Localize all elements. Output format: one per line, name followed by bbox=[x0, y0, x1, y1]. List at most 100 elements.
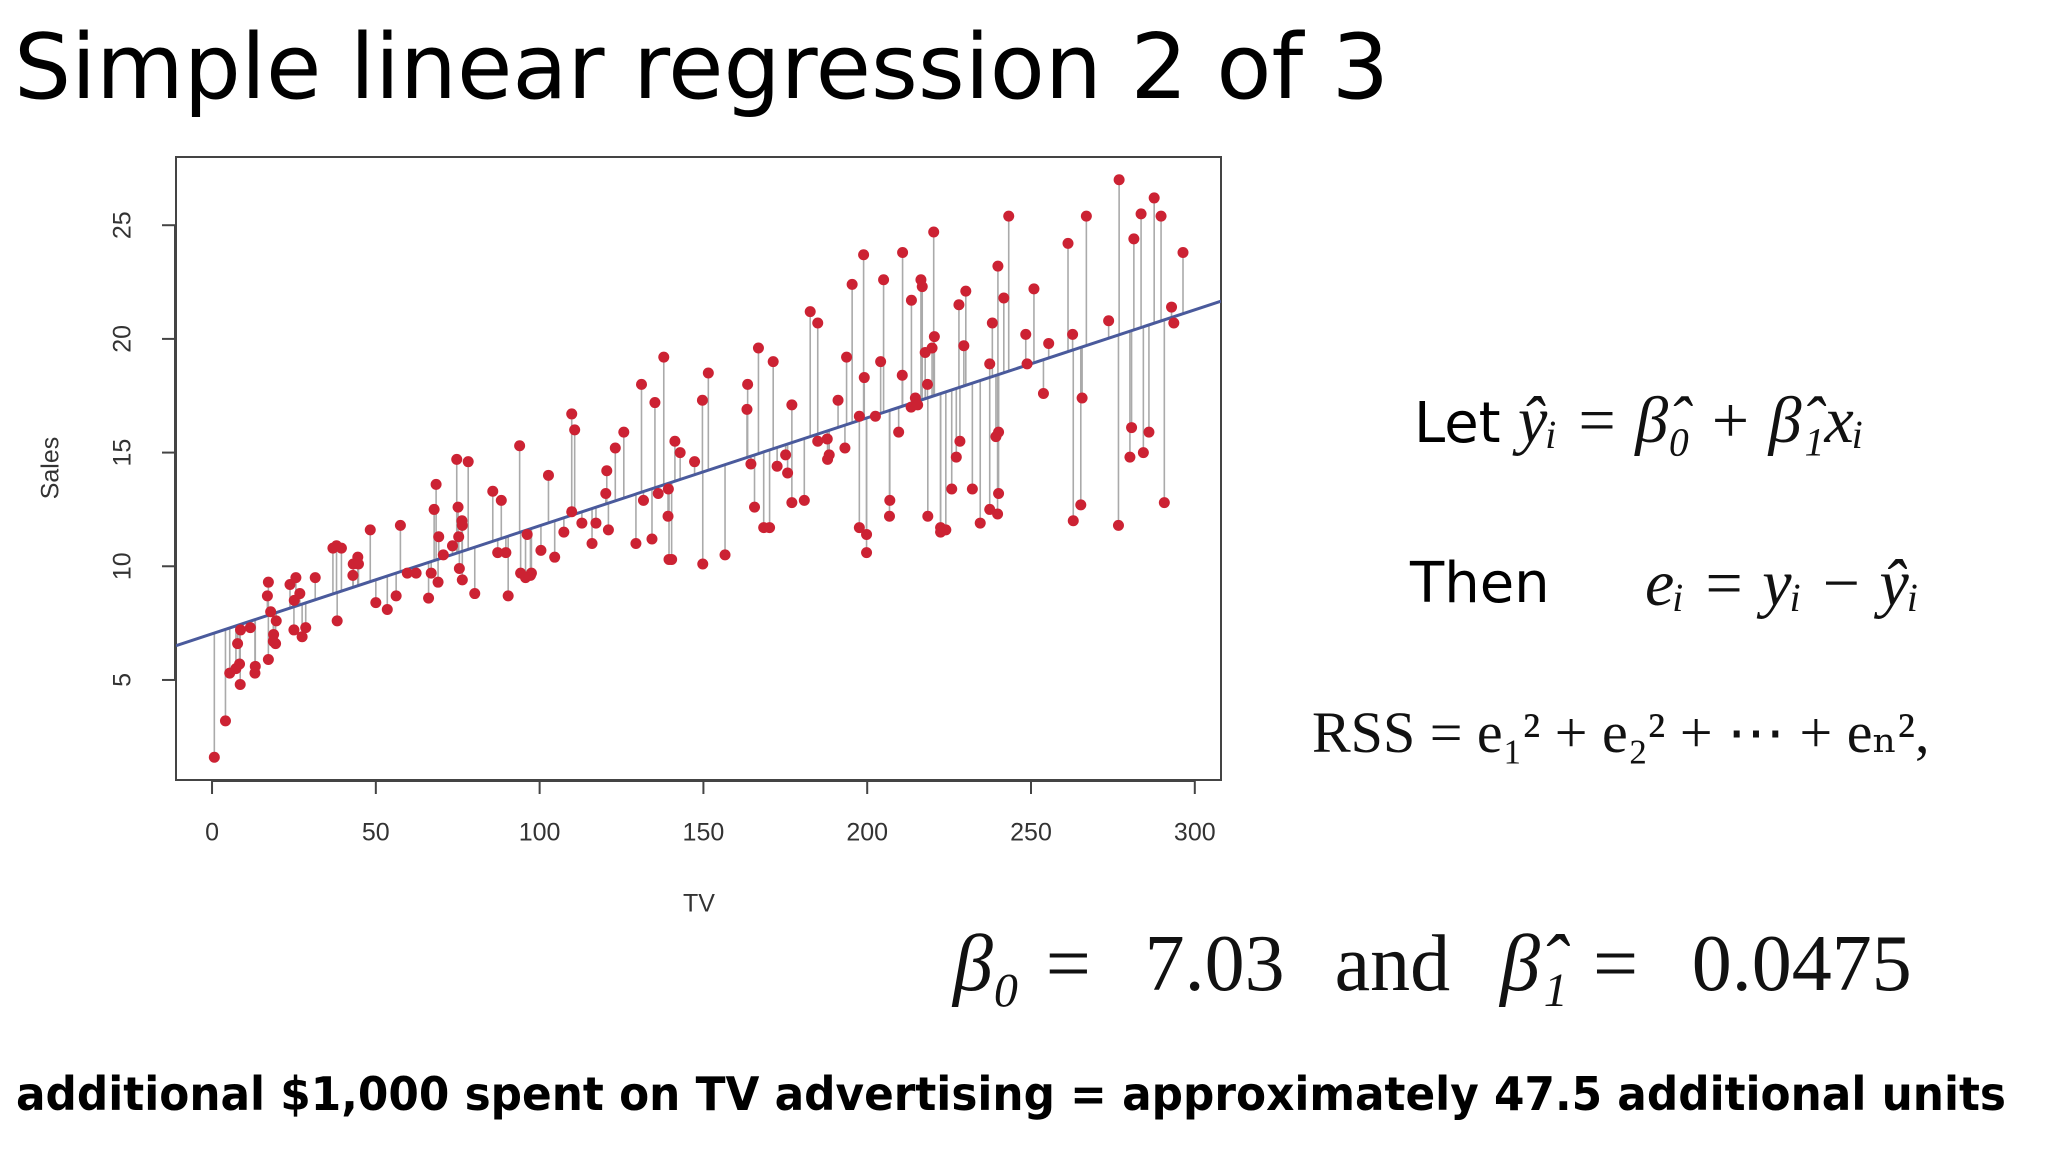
data-point bbox=[782, 467, 794, 479]
data-point bbox=[998, 292, 1010, 304]
data-point bbox=[270, 615, 282, 627]
y-tick-label: 5 bbox=[109, 673, 137, 687]
data-point bbox=[515, 567, 527, 579]
data-point bbox=[609, 442, 621, 454]
data-point bbox=[1113, 174, 1125, 186]
data-point bbox=[586, 538, 598, 550]
data-point bbox=[1062, 237, 1074, 249]
data-point bbox=[905, 294, 917, 306]
coefficient-formula: β₀ = 7.03 and β̂₁ = 0.0475 bbox=[951, 920, 1912, 1008]
data-point bbox=[696, 394, 708, 406]
data-point bbox=[767, 356, 779, 368]
data-point bbox=[1128, 233, 1140, 245]
data-point bbox=[954, 435, 966, 447]
data-point bbox=[290, 572, 302, 584]
data-point bbox=[1155, 210, 1167, 222]
data-point bbox=[1103, 315, 1115, 327]
data-point bbox=[500, 547, 512, 559]
data-point bbox=[878, 274, 890, 286]
data-point bbox=[912, 399, 924, 411]
data-point bbox=[262, 653, 274, 665]
data-point bbox=[812, 317, 824, 329]
regression-line bbox=[176, 299, 1221, 648]
data-point bbox=[300, 622, 312, 634]
data-point bbox=[1075, 499, 1087, 511]
data-point bbox=[364, 524, 376, 536]
data-point bbox=[823, 449, 835, 461]
data-point bbox=[1067, 328, 1079, 340]
data-point bbox=[958, 340, 970, 352]
data-point bbox=[352, 558, 364, 570]
data-point bbox=[423, 592, 435, 604]
y-tick-label: 25 bbox=[109, 211, 137, 239]
data-point bbox=[702, 367, 714, 379]
data-point bbox=[294, 588, 306, 600]
data-point bbox=[452, 501, 464, 513]
rss-formula: RSS = e₁² + e₂² + ⋯ + eₙ², bbox=[1312, 700, 1929, 765]
data-point bbox=[1067, 515, 1079, 527]
data-point bbox=[986, 317, 998, 329]
data-point bbox=[487, 485, 499, 497]
slide-title: Simple linear regression 2 of 3 bbox=[14, 15, 1389, 120]
data-point bbox=[663, 553, 675, 565]
data-point bbox=[1168, 317, 1180, 329]
plot-frame bbox=[175, 156, 1222, 781]
data-point bbox=[984, 358, 996, 370]
data-point bbox=[446, 540, 458, 552]
data-point bbox=[600, 488, 612, 500]
data-point bbox=[428, 503, 440, 515]
x-tick-label: 250 bbox=[1010, 819, 1052, 847]
data-point bbox=[812, 435, 824, 447]
beta1-label: β̂₁ = bbox=[1498, 920, 1642, 1008]
data-point bbox=[401, 567, 413, 579]
data-point bbox=[244, 622, 256, 634]
and-word: and bbox=[1335, 920, 1451, 1008]
footer-text: additional $1,000 spent on TV advertisin… bbox=[16, 1067, 2006, 1121]
data-point bbox=[839, 442, 851, 454]
data-point bbox=[630, 538, 642, 550]
data-point bbox=[946, 483, 958, 495]
data-point bbox=[335, 542, 347, 554]
data-point bbox=[1043, 337, 1055, 349]
y-tick-label: 15 bbox=[109, 439, 137, 467]
data-point bbox=[232, 638, 244, 650]
data-point bbox=[636, 378, 647, 390]
data-point bbox=[992, 508, 1004, 520]
data-point bbox=[749, 501, 761, 513]
data-point bbox=[786, 497, 798, 509]
data-point bbox=[1028, 283, 1040, 295]
data-point bbox=[853, 522, 865, 534]
then-formula: eᵢ = yᵢ − ŷᵢ bbox=[1645, 547, 1919, 620]
data-point bbox=[858, 249, 870, 261]
data-point bbox=[1135, 208, 1147, 220]
intercept-value: 7.03 bbox=[1145, 920, 1285, 1008]
data-point bbox=[883, 510, 895, 522]
data-point bbox=[832, 394, 844, 406]
data-point bbox=[649, 397, 661, 409]
let-formula: ŷᵢ = β̂₀ + β̂₁xᵢ bbox=[1512, 384, 1864, 457]
data-point bbox=[798, 494, 810, 506]
y-tick-label: 20 bbox=[109, 325, 137, 353]
data-point bbox=[590, 517, 602, 529]
data-point bbox=[990, 431, 1002, 443]
data-point bbox=[821, 433, 833, 445]
data-point bbox=[566, 506, 578, 518]
data-point bbox=[261, 590, 273, 602]
data-point bbox=[288, 624, 300, 636]
data-point bbox=[1020, 328, 1032, 340]
data-point bbox=[646, 533, 658, 545]
data-point bbox=[764, 522, 776, 534]
data-point bbox=[966, 483, 978, 495]
data-point bbox=[433, 531, 445, 543]
x-tick-label: 100 bbox=[519, 819, 561, 847]
data-point bbox=[410, 567, 422, 579]
data-point bbox=[752, 342, 764, 354]
data-point bbox=[453, 563, 465, 575]
data-point bbox=[1037, 387, 1049, 399]
let-label: Let bbox=[1414, 391, 1501, 456]
data-point bbox=[1137, 447, 1149, 459]
data-point bbox=[861, 528, 873, 540]
data-point bbox=[566, 408, 578, 420]
x-tick-label: 0 bbox=[205, 819, 219, 847]
